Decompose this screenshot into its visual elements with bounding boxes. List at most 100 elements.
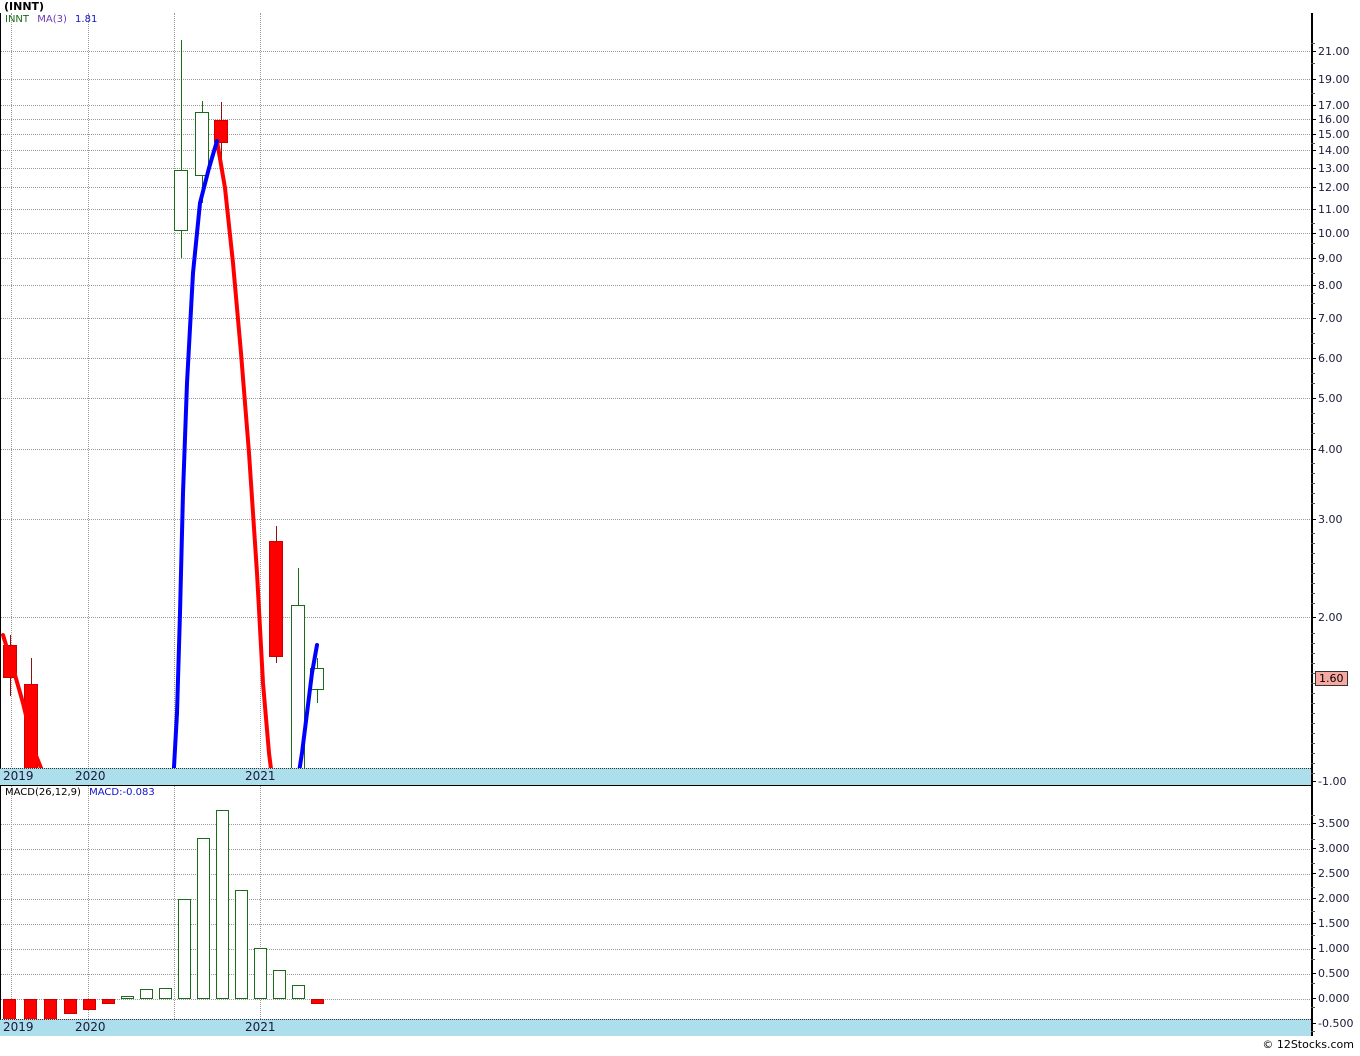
last-price-flag: 1.60 [1315, 671, 1348, 686]
y-minor-tick [1311, 1007, 1315, 1008]
gridline-vertical [174, 13, 175, 785]
price-x-axis-band: 2019 2020 2021 [0, 768, 1311, 785]
y-tick-label: 7.00 [1318, 312, 1343, 325]
macd-x-axis-topline [0, 1019, 1311, 1020]
y-tick-mark [1311, 948, 1316, 949]
macd-histogram-bar[interactable] [311, 999, 324, 1004]
y-tick-label: 10.00 [1318, 227, 1350, 240]
y-minor-tick [1311, 433, 1315, 434]
y-tick-label: -0.500 [1318, 1017, 1354, 1030]
price-x-axis-topline [0, 768, 1311, 769]
gridline-horizontal [1, 318, 1312, 319]
y-tick-label: 0.000 [1318, 992, 1350, 1005]
macd-histogram-bar[interactable] [216, 810, 229, 999]
y-tick-label: 17.00 [1318, 99, 1350, 112]
macd-histogram-bar[interactable] [273, 970, 286, 999]
candle-body[interactable] [214, 120, 228, 143]
macd-histogram-bar[interactable] [140, 989, 153, 999]
x-axis-label: 2019 [3, 769, 34, 783]
candle-body[interactable] [291, 605, 305, 784]
y-tick-label: 19.00 [1318, 73, 1350, 86]
gridline-horizontal [1, 874, 1312, 875]
candle-body[interactable] [174, 170, 188, 231]
y-tick-label: 5.00 [1318, 392, 1343, 405]
y-tick-mark [1311, 998, 1316, 999]
copyright-notice: © 12Stocks.com [1262, 1038, 1354, 1051]
candle-body[interactable] [3, 645, 17, 678]
gridline-horizontal [1, 209, 1312, 210]
macd-legend: MACD(26,12,9) MACD:-0.083 [5, 787, 160, 798]
y-tick-label: 12.00 [1318, 181, 1350, 194]
y-minor-tick [1311, 43, 1315, 44]
y-tick-label: 8.00 [1318, 279, 1343, 292]
candle-body[interactable] [310, 668, 324, 690]
y-tick-mark [1311, 358, 1316, 359]
macd-plot-area[interactable]: MACD(26,12,9) MACD:-0.083 [0, 785, 1313, 1038]
macd-histogram-bar[interactable] [254, 948, 267, 999]
gridline-horizontal [1, 617, 1312, 618]
macd-histogram-bar[interactable] [64, 999, 77, 1014]
y-minor-tick [1311, 633, 1315, 634]
x-axis-label: 2020 [75, 1020, 106, 1034]
y-minor-tick [1311, 763, 1315, 764]
y-minor-tick [1311, 839, 1315, 840]
y-tick-mark [1311, 318, 1316, 319]
y-minor-tick [1311, 563, 1315, 564]
macd-histogram-bar[interactable] [197, 837, 210, 999]
gridline-vertical [88, 13, 89, 785]
y-tick-mark [1311, 398, 1316, 399]
y-minor-tick [1311, 733, 1315, 734]
y-tick-mark [1311, 258, 1316, 259]
y-tick-label: 0.500 [1318, 967, 1350, 980]
y-tick-mark [1311, 923, 1316, 924]
y-minor-tick [1311, 373, 1315, 374]
y-tick-mark [1311, 233, 1316, 234]
y-minor-tick [1311, 333, 1315, 334]
y-tick-mark [1311, 209, 1316, 210]
gridline-vertical [88, 786, 89, 1037]
y-tick-mark [1311, 105, 1316, 106]
y-minor-tick [1311, 573, 1315, 574]
y-tick-label: 3.00 [1318, 513, 1343, 526]
y-tick-label: 1.500 [1318, 917, 1350, 930]
y-tick-mark [1311, 150, 1316, 151]
macd-histogram-bar[interactable] [178, 899, 191, 999]
price-axis-line [1311, 13, 1312, 785]
gridline-vertical [260, 13, 261, 785]
y-minor-tick [1311, 593, 1315, 594]
y-tick-mark [1311, 823, 1316, 824]
price-y-axis: 21.00 19.00 17.00 16.00 15.00 14.00 13.00 12.00… [1311, 13, 1360, 787]
y-tick-label: 2.00 [1318, 611, 1343, 624]
y-tick-mark [1311, 848, 1316, 849]
y-tick-label: 13.00 [1318, 162, 1350, 175]
gridline-horizontal [1, 519, 1312, 520]
y-minor-tick [1311, 423, 1315, 424]
macd-histogram-bar[interactable] [292, 984, 305, 999]
price-plot-area[interactable]: INNT MA(3) 1.81 [0, 13, 1313, 786]
macd-histogram-bar[interactable] [121, 996, 134, 999]
macd-histogram-bar[interactable] [159, 988, 172, 999]
y-minor-tick [1311, 553, 1315, 554]
price-legend: INNT MA(3) 1.81 [5, 14, 102, 25]
y-tick-label: 2.500 [1318, 867, 1350, 880]
macd-histogram-bar[interactable] [83, 999, 96, 1010]
footer-bar: © 12Stocks.com [0, 1036, 1360, 1056]
gridline-horizontal [1, 119, 1312, 120]
gridline-horizontal [1, 449, 1312, 450]
candle-body[interactable] [195, 112, 209, 176]
y-tick-label: 4.00 [1318, 443, 1343, 456]
price-chart-panel: INNT MA(3) 1.81 21.00 19.00 17.00 16.00 15.0… [0, 13, 1360, 787]
y-minor-tick [1311, 473, 1315, 474]
macd-histogram-bar[interactable] [235, 889, 248, 999]
gridline-horizontal [1, 150, 1312, 151]
gridline-horizontal [1, 824, 1312, 825]
gridline-horizontal [1, 924, 1312, 925]
candle-body[interactable] [269, 541, 283, 657]
y-minor-tick [1311, 663, 1315, 664]
macd-histogram-bar[interactable] [102, 999, 115, 1004]
y-tick-mark [1311, 134, 1316, 135]
y-minor-tick [1311, 983, 1315, 984]
y-minor-tick [1311, 743, 1315, 744]
y-minor-tick [1311, 959, 1315, 960]
y-tick-mark [1311, 119, 1316, 120]
